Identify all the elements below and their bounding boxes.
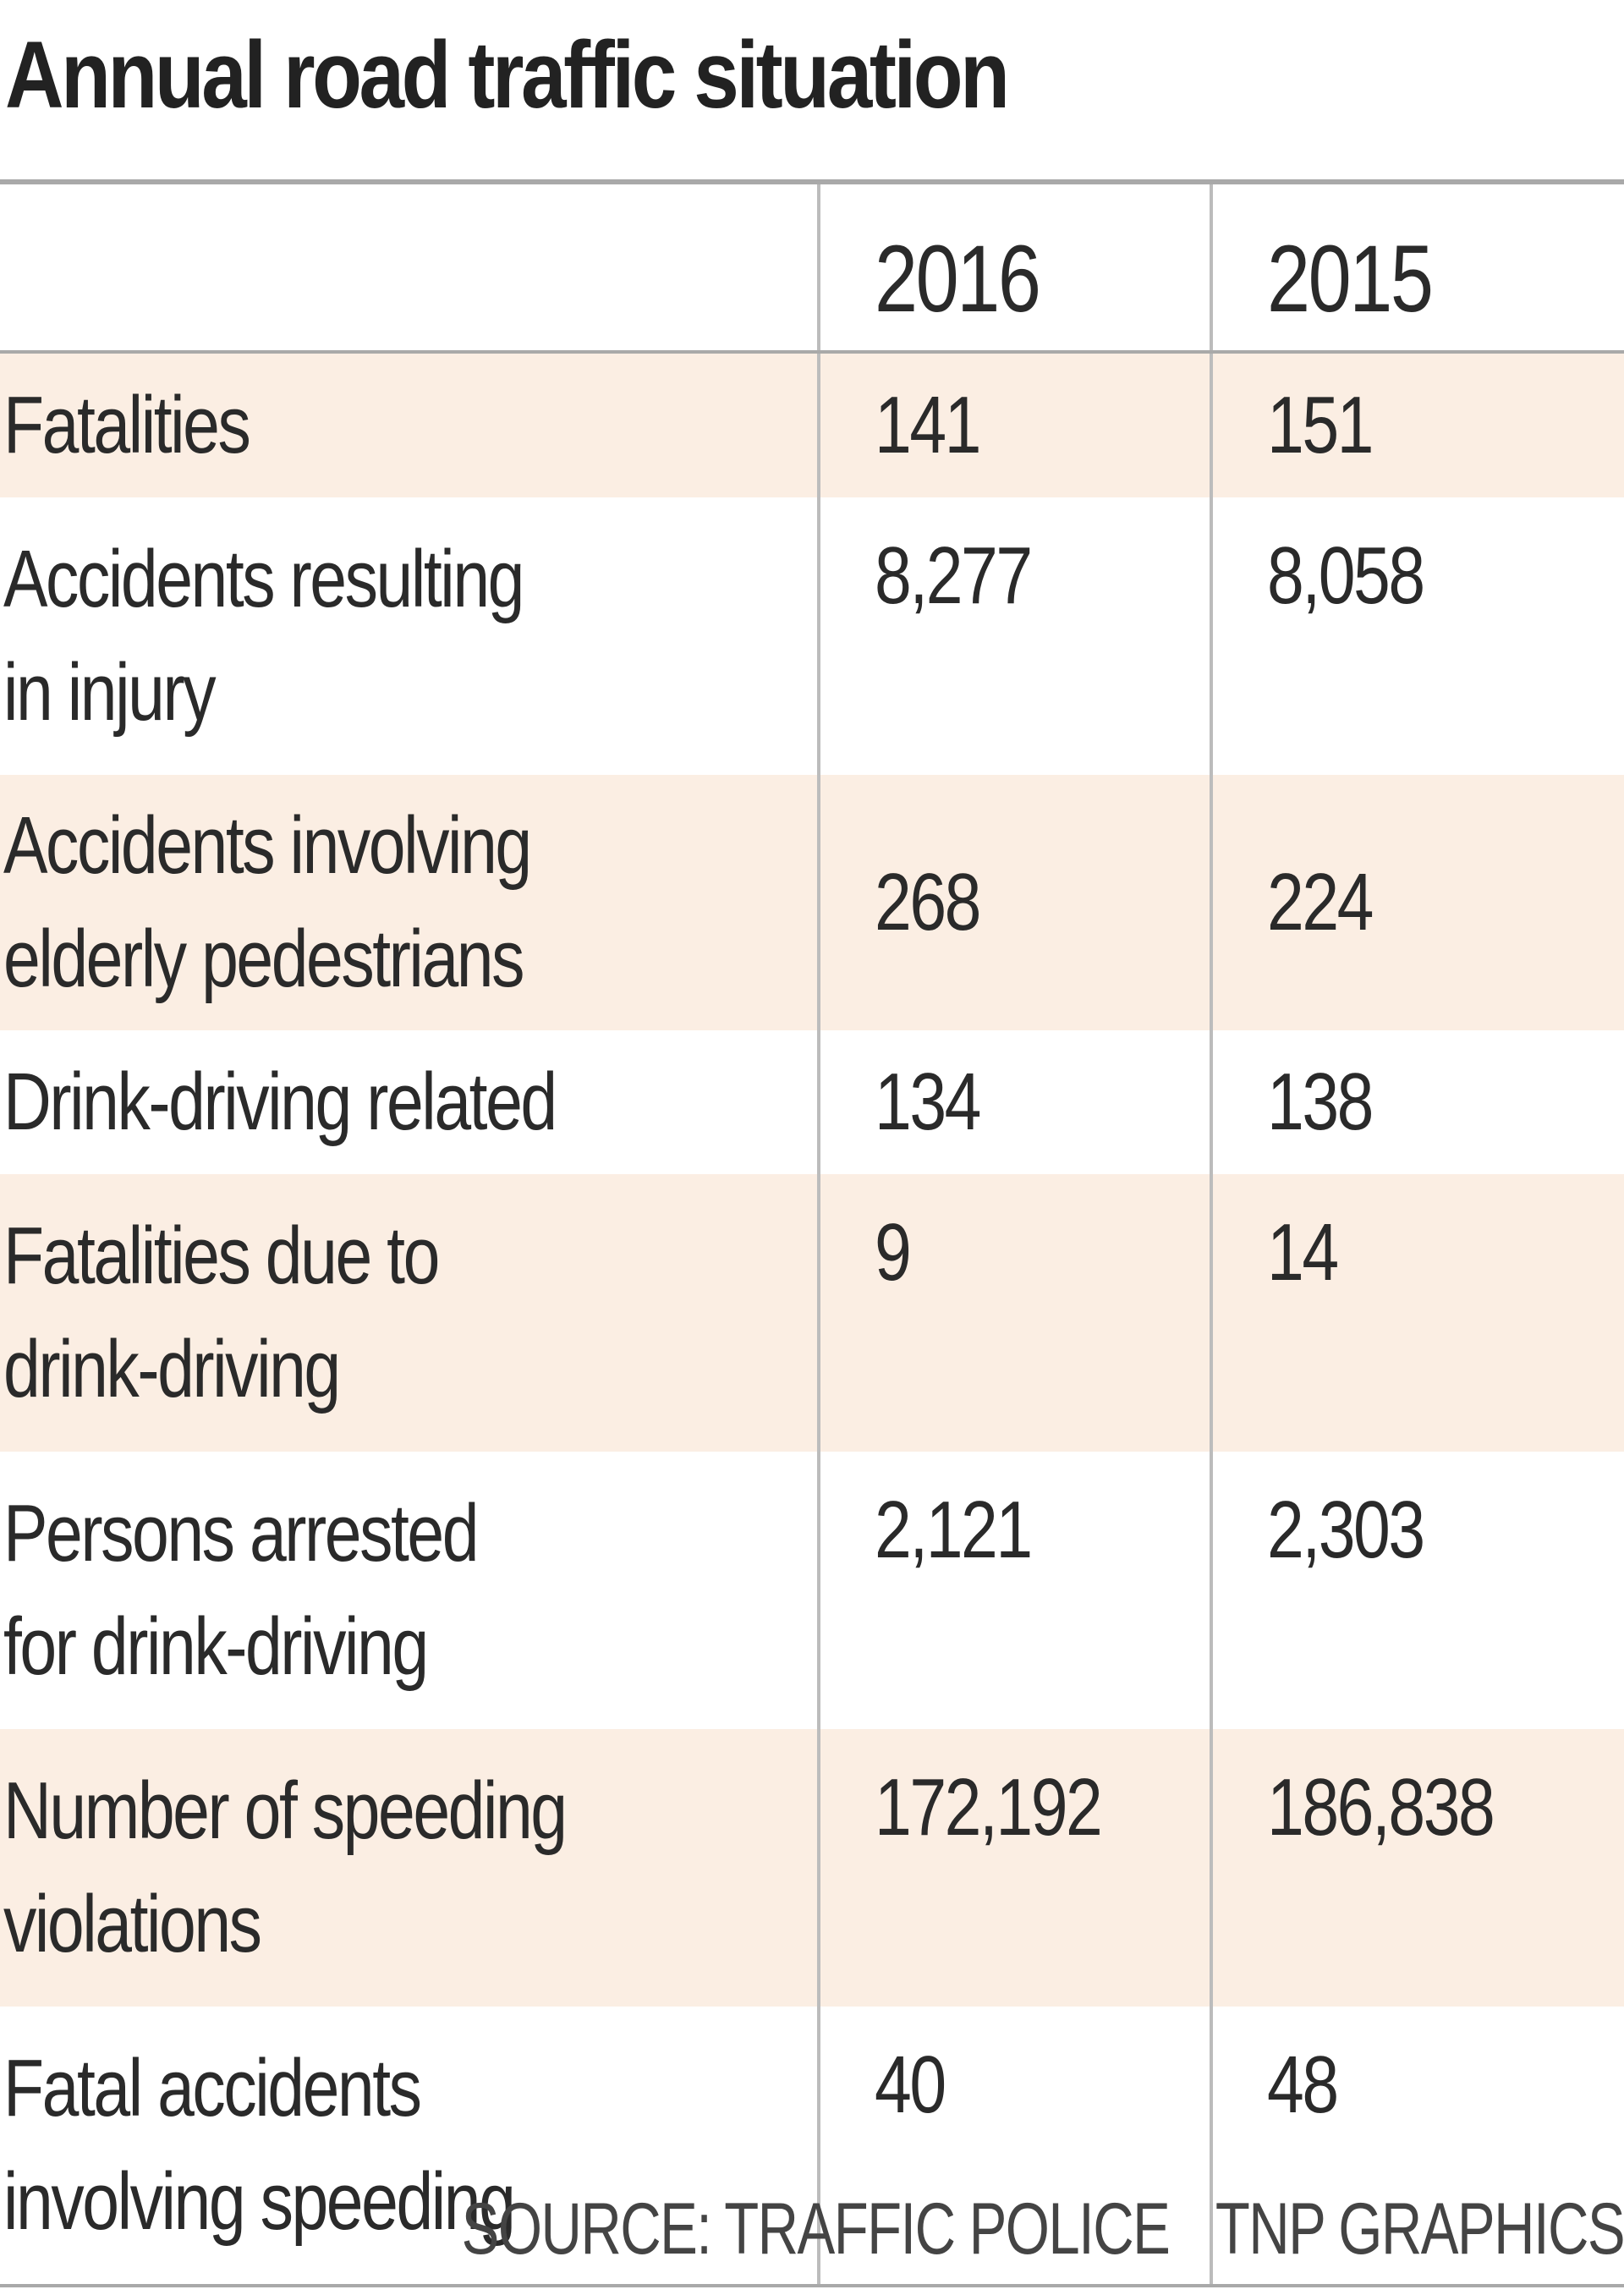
value-2015: 8,058 <box>1210 497 1624 775</box>
table-row: Accidents involving elderly pedestrians 2… <box>0 775 1624 1030</box>
graphics-credit: TNP GRAPHICS <box>1215 2188 1624 2270</box>
source-footer: SOURCE: TRAFFIC POLICE TNP GRAPHICS <box>462 2187 1624 2271</box>
value-2015: 186,838 <box>1210 1729 1624 2007</box>
value-2015: 48 <box>1210 2007 1624 2287</box>
header-year-2016: 2016 <box>817 184 1211 354</box>
value-2016: 9 <box>817 1174 1211 1452</box>
value-2016: 172,192 <box>817 1729 1211 2007</box>
value-2015: 151 <box>1210 352 1624 497</box>
row-label: Number of speeding violations <box>0 1729 819 2007</box>
value-2015: 224 <box>1210 775 1624 1030</box>
table-row: Number of speeding violations 172,192 186… <box>0 1729 1624 2007</box>
source-note: SOURCE: TRAFFIC POLICE <box>461 2188 1171 2270</box>
header-label-cell <box>0 184 819 354</box>
header-row: 2016 2015 <box>0 184 1624 354</box>
table-row: Accidents resulting in injury 8,277 8,058 <box>0 497 1624 775</box>
value-2015: 14 <box>1210 1174 1624 1452</box>
value-2016: 268 <box>817 775 1211 1030</box>
table-row: Persons arrested for drink-driving 2,121 … <box>0 1452 1624 1729</box>
chart-title: Annual road traffic situation <box>5 22 1010 128</box>
value-2015: 138 <box>1210 1030 1624 1174</box>
table-row: Fatalities 141 151 <box>0 352 1624 497</box>
table-row: Fatal accidents involving speeding 40 48 <box>0 2007 1624 2287</box>
row-label: Fatalities due to drink-driving <box>0 1174 819 1452</box>
row-label: Persons arrested for drink-driving <box>3 1488 480 1692</box>
row-label: Accidents resulting in injury <box>3 534 524 738</box>
value-2016: 40 <box>817 2007 1211 2287</box>
value-2016: 134 <box>817 1030 1211 1174</box>
row-label: Fatal accidents involving speeding <box>0 2007 819 2287</box>
value-2015: 2,303 <box>1210 1452 1624 1729</box>
value-2016: 8,277 <box>817 497 1211 775</box>
row-label: Fatalities <box>0 352 819 497</box>
header-year-2015: 2015 <box>1210 184 1624 354</box>
row-label: Accidents involving elderly pedestrians <box>0 775 819 1030</box>
value-2016: 141 <box>817 352 1211 497</box>
table-row: Fatalities due to drink-driving 9 14 <box>0 1174 1624 1452</box>
value-2016: 2,121 <box>817 1452 1211 1729</box>
top-rule <box>0 179 1624 184</box>
table-row: Drink-driving related 134 138 <box>0 1030 1624 1174</box>
row-label: Drink-driving related <box>3 1057 557 1147</box>
data-table: 2016 2015 Fatalities 141 151 Accidents r… <box>0 184 1624 2287</box>
